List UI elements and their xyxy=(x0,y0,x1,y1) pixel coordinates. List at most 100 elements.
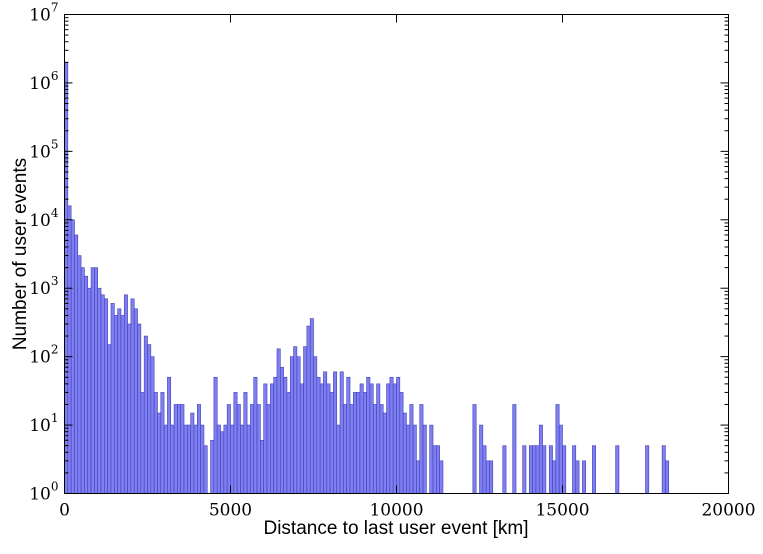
histogram-bar xyxy=(396,376,401,494)
histogram-bar xyxy=(538,424,543,494)
histogram-bar xyxy=(193,424,198,494)
histogram-bar xyxy=(489,460,494,494)
histogram-bar xyxy=(256,404,261,494)
histogram-bar xyxy=(323,371,328,494)
histogram-bar xyxy=(319,383,324,494)
histogram-bar xyxy=(233,392,238,494)
histogram-bar xyxy=(665,460,670,494)
y-tick-label: 103 xyxy=(29,274,58,299)
histogram-bar xyxy=(187,424,191,494)
histogram-bar xyxy=(94,267,98,494)
histogram-bar xyxy=(100,294,105,494)
histogram-bar xyxy=(260,439,265,494)
histogram-bar xyxy=(555,404,560,494)
histogram-bar xyxy=(535,445,540,494)
histogram-bar xyxy=(359,383,364,494)
histogram-bar xyxy=(296,356,301,494)
histogram-bars xyxy=(64,62,670,494)
y-tick-exponent: 3 xyxy=(51,274,59,288)
histogram-bar xyxy=(615,445,620,494)
y-tick-exponent: 2 xyxy=(51,343,59,357)
histogram-bar xyxy=(382,412,387,494)
histogram-bar xyxy=(240,424,245,494)
histogram-bar xyxy=(548,445,553,494)
histogram-bar xyxy=(250,404,255,494)
histogram-bar xyxy=(299,383,304,494)
histogram-bar xyxy=(349,404,354,494)
x-tick-label: 5000 xyxy=(209,501,252,521)
histogram-bar xyxy=(412,424,417,494)
histogram-bar xyxy=(80,267,85,494)
histogram-bar xyxy=(147,344,152,494)
histogram-bar xyxy=(309,318,314,494)
histogram-bar xyxy=(127,323,132,494)
histogram-bar xyxy=(140,392,145,494)
histogram-bar xyxy=(160,392,165,494)
histogram-bar xyxy=(422,424,427,494)
y-tick-exponent: 4 xyxy=(51,206,59,220)
histogram-bar xyxy=(143,335,148,494)
histogram-bar xyxy=(472,404,477,494)
histogram-bar xyxy=(110,303,115,494)
y-tick-label: 102 xyxy=(29,343,58,368)
histogram-bar xyxy=(369,383,374,494)
histogram-bar xyxy=(197,404,201,494)
histogram-bar xyxy=(123,294,128,494)
y-tick-base: 10 xyxy=(29,142,51,162)
histogram-bar xyxy=(399,392,404,494)
histogram-bar xyxy=(439,460,444,494)
histogram-bar xyxy=(356,392,361,494)
histogram-bar xyxy=(87,287,92,494)
histogram-bar xyxy=(104,298,108,494)
histogram-bar xyxy=(343,404,348,494)
y-tick-label: 101 xyxy=(29,411,58,436)
y-tick-base: 10 xyxy=(29,74,51,94)
histogram-bar xyxy=(406,424,411,494)
histogram-bar xyxy=(163,424,168,494)
histogram-bar xyxy=(329,392,334,494)
histogram-bar xyxy=(230,424,235,494)
histogram-bar xyxy=(137,323,142,494)
y-tick-exponent: 5 xyxy=(51,137,59,151)
histogram-bar xyxy=(336,424,341,494)
histogram-bar xyxy=(223,424,228,494)
y-tick-label: 107 xyxy=(29,1,58,26)
y-tick-label: 105 xyxy=(29,137,58,162)
histogram-bar xyxy=(279,366,284,494)
histogram-bar xyxy=(306,325,311,494)
histogram-bar xyxy=(157,412,162,494)
histogram-bar xyxy=(153,392,158,494)
histogram-bar xyxy=(386,383,391,494)
y-tick-label: 106 xyxy=(29,69,58,94)
histogram-bar xyxy=(392,383,397,494)
histogram-bar xyxy=(226,404,231,494)
y-tick-base: 10 xyxy=(29,485,51,505)
y-axis-label: Number of user events xyxy=(10,158,31,350)
y-tick-base: 10 xyxy=(29,6,51,26)
histogram-bar xyxy=(180,404,185,494)
histogram-bar xyxy=(479,424,484,494)
histogram-bar xyxy=(326,383,331,494)
histogram-bar xyxy=(170,424,175,494)
y-tick-label: 100 xyxy=(29,480,58,505)
histogram-bar xyxy=(592,445,597,494)
histogram-bar xyxy=(177,404,182,494)
x-tick-label: 20000 xyxy=(701,501,755,521)
x-axis-label: Distance to last user event [km] xyxy=(263,518,528,539)
y-tick-exponent: 1 xyxy=(51,411,59,425)
histogram-bar xyxy=(432,445,437,494)
histogram-bar xyxy=(372,404,377,494)
histogram-bar xyxy=(376,383,381,494)
histogram-bar xyxy=(74,234,79,494)
histogram-bar xyxy=(183,424,188,494)
x-tick-labels: 0 5000 10000 15000 20000 xyxy=(59,501,755,521)
histogram-bar xyxy=(558,424,563,494)
histogram-bar xyxy=(263,383,268,494)
histogram-bar xyxy=(528,445,533,494)
histogram-bar xyxy=(220,431,225,494)
histogram-bar xyxy=(362,392,367,494)
histogram-bar xyxy=(522,445,527,494)
histogram-bar xyxy=(346,376,351,494)
histogram-bar xyxy=(353,392,357,494)
